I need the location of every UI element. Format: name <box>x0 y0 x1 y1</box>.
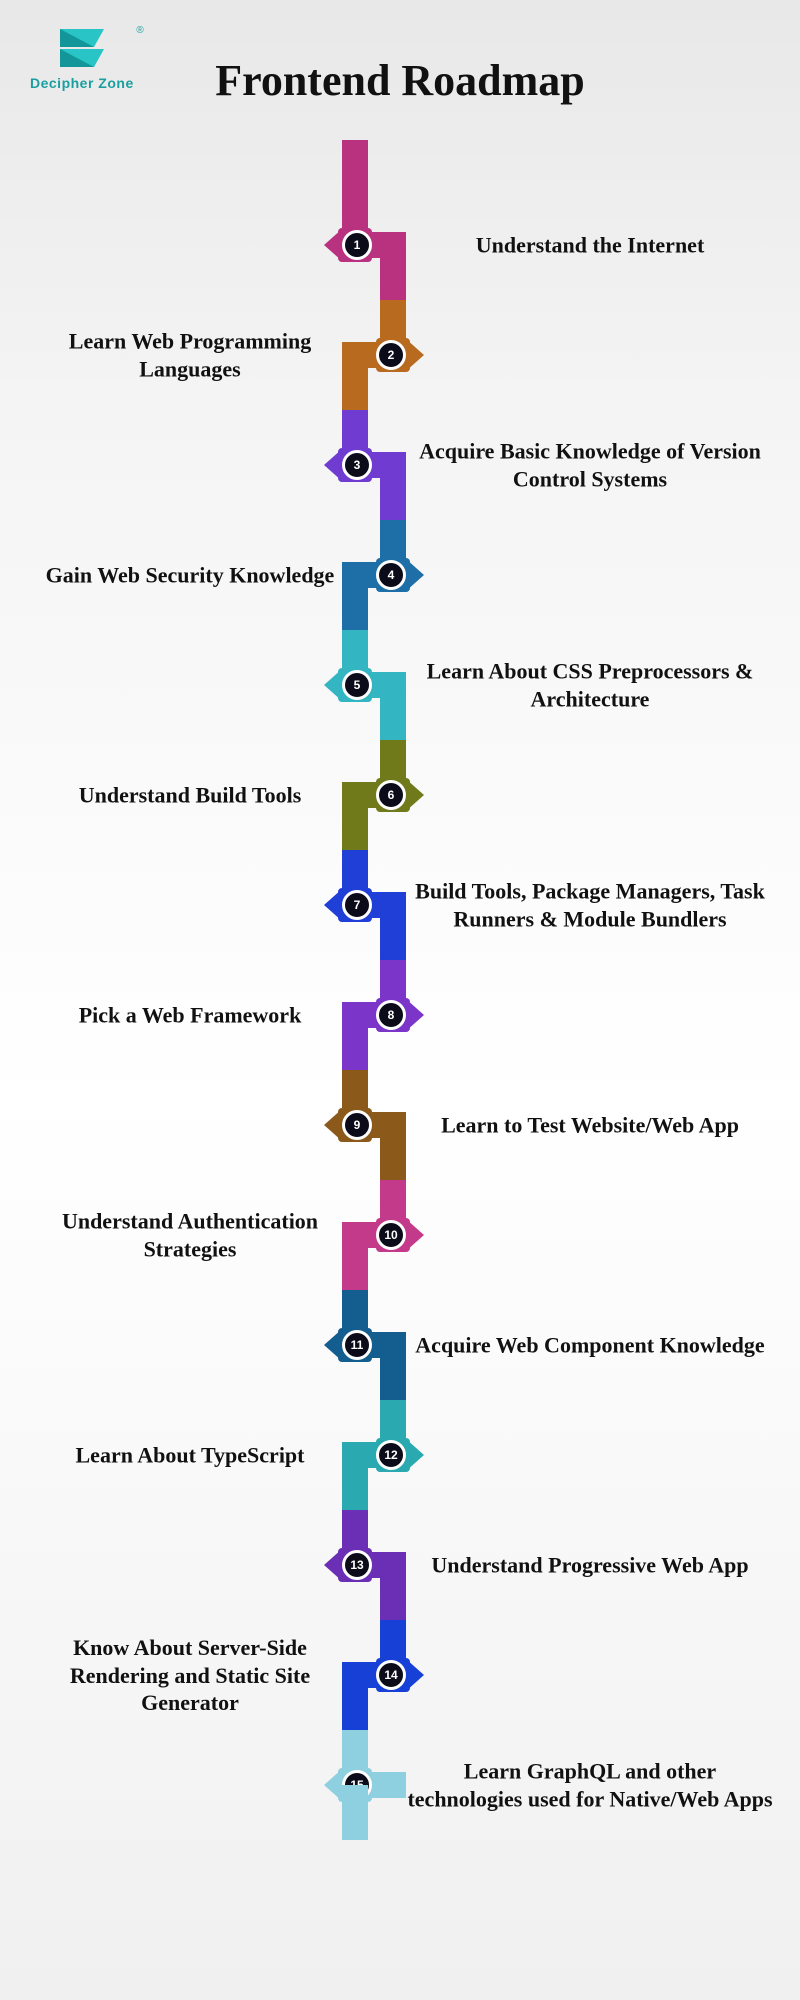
step-number: 14 <box>376 1660 406 1690</box>
step-number: 10 <box>376 1220 406 1250</box>
step-label: Learn Web Programming Languages <box>25 328 355 383</box>
step-label: Build Tools, Package Managers, Task Runn… <box>405 878 775 933</box>
step-label: Learn GraphQL and other technologies use… <box>405 1758 775 1813</box>
step-number: 9 <box>342 1110 372 1140</box>
roadmap-step: 10 Understand Authentication Strategies <box>0 1180 800 1290</box>
step-label: Understand Authentication Strategies <box>25 1208 355 1263</box>
roadmap-step: 8 Pick a Web Framework <box>0 960 800 1070</box>
roadmap-step: 13 Understand Progressive Web App <box>0 1510 800 1620</box>
step-marker: 9 <box>324 1109 372 1141</box>
roadmap-step: 5 Learn About CSS Preprocessors & Archite… <box>0 630 800 740</box>
step-marker: 3 <box>324 449 372 481</box>
roadmap-step: 1 Understand the Internet <box>0 190 800 300</box>
roadmap-step: 4 Gain Web Security Knowledge <box>0 520 800 630</box>
roadmap-step: 12 Learn About TypeScript <box>0 1400 800 1510</box>
step-marker: 13 <box>324 1549 372 1581</box>
roadmap-step: 9 Learn to Test Website/Web App <box>0 1070 800 1180</box>
roadmap-step: 11 Acquire Web Component Knowledge <box>0 1290 800 1400</box>
step-marker: 12 <box>376 1439 424 1471</box>
step-marker: 11 <box>324 1329 372 1361</box>
step-number: 7 <box>342 890 372 920</box>
step-label: Know About Server-Side Rendering and Sta… <box>25 1634 355 1717</box>
step-label: Learn About TypeScript <box>25 1441 355 1469</box>
roadmap-step: 2 Learn Web Programming Languages <box>0 300 800 410</box>
step-number: 11 <box>342 1330 372 1360</box>
roadmap-step: 3 Acquire Basic Knowledge of Version Cont… <box>0 410 800 520</box>
roadmap-step: 15Learn GraphQL and other technologies u… <box>0 1730 800 1840</box>
step-label: Understand Progressive Web App <box>405 1551 775 1579</box>
step-number: 12 <box>376 1440 406 1470</box>
step-number: 4 <box>376 560 406 590</box>
step-marker: 7 <box>324 889 372 921</box>
step-label: Learn to Test Website/Web App <box>405 1111 775 1139</box>
step-number: 13 <box>342 1550 372 1580</box>
step-label: Understand Build Tools <box>25 781 355 809</box>
step-number: 5 <box>342 670 372 700</box>
step-marker: 14 <box>376 1659 424 1691</box>
step-number: 8 <box>376 1000 406 1030</box>
step-marker: 4 <box>376 559 424 591</box>
step-label: Understand the Internet <box>405 231 775 259</box>
step-number: 6 <box>376 780 406 810</box>
step-marker: 6 <box>376 779 424 811</box>
roadmap: 1 Understand the Internet 2 Learn Web Progr… <box>0 190 800 1840</box>
step-number: 1 <box>342 230 372 260</box>
page-title: Frontend Roadmap <box>0 55 800 106</box>
step-marker: 1 <box>324 229 372 261</box>
step-marker: 5 <box>324 669 372 701</box>
step-label: Acquire Basic Knowledge of Version Contr… <box>405 438 775 493</box>
step-label: Pick a Web Framework <box>25 1001 355 1029</box>
step-label: Learn About CSS Preprocessors & Architec… <box>405 658 775 713</box>
step-marker: 2 <box>376 339 424 371</box>
step-marker: 10 <box>376 1219 424 1251</box>
step-number: 2 <box>376 340 406 370</box>
roadmap-step: 14 Know About Server-Side Rendering and S… <box>0 1620 800 1730</box>
roadmap-step: 7 Build Tools, Package Managers, Task Run… <box>0 850 800 960</box>
step-label: Acquire Web Component Knowledge <box>405 1331 775 1359</box>
roadmap-step: 6 Understand Build Tools <box>0 740 800 850</box>
step-marker: 8 <box>376 999 424 1031</box>
step-label: Gain Web Security Knowledge <box>25 561 355 589</box>
step-number: 3 <box>342 450 372 480</box>
